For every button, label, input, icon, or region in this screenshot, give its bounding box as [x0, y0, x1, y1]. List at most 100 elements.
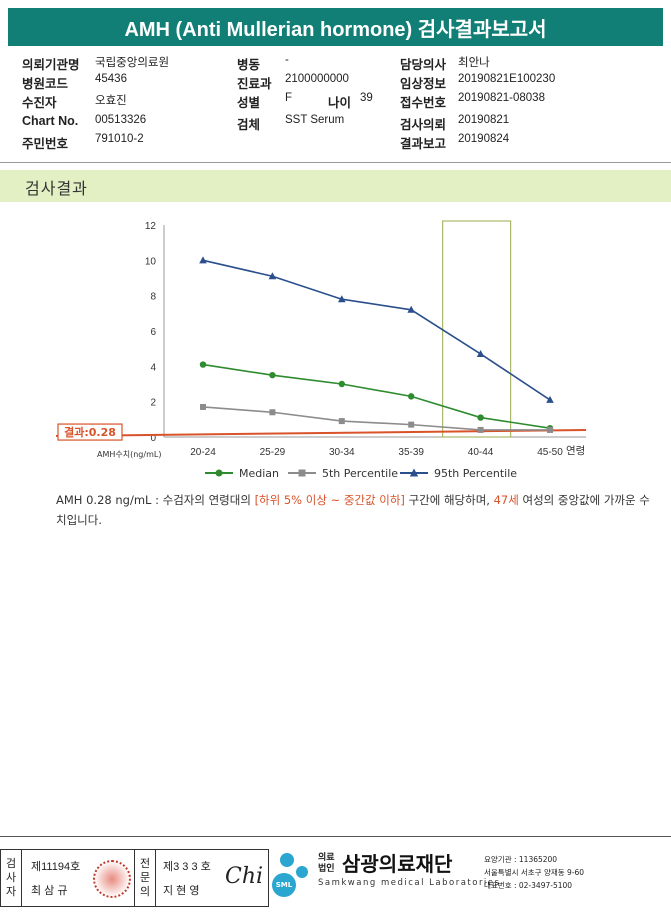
specialist-name: 지 현 영: [163, 885, 200, 897]
info-label: 진료과: [237, 77, 272, 91]
info-label: 성별: [237, 96, 261, 110]
data-point: [199, 256, 207, 264]
inspector-signature-box: 검 사 자 제11194호 최 삼 규: [0, 849, 147, 907]
y-tick-label: 12: [145, 221, 157, 232]
result-label: 결과:0.28: [64, 425, 116, 439]
result-label-box: [57, 423, 123, 441]
summary-age: 47세: [493, 493, 519, 507]
y-tick-label: 8: [150, 292, 156, 303]
x-tick-label: 20-24: [190, 447, 216, 458]
info-label: 접수번호: [400, 96, 447, 110]
vlabel-char: 사: [5, 871, 17, 884]
y-tick-label: 2: [150, 398, 156, 409]
logo-icon: [280, 853, 294, 867]
data-point: [408, 421, 415, 428]
series-line-2: [202, 259, 551, 401]
legend-label: 5th Percentile: [322, 467, 398, 480]
vlabel-char: 의: [139, 885, 151, 898]
data-point: [338, 380, 345, 388]
data-point: [477, 426, 484, 433]
highlight-box: [442, 220, 512, 438]
info-label: 결과보고: [400, 137, 447, 151]
logo-icon: [296, 866, 308, 878]
data-point: [269, 409, 276, 416]
info-label: 수진자: [22, 96, 57, 110]
summary-range: [하위 5% 이상 ~ 중간값 이하]: [254, 493, 405, 507]
data-point: [476, 349, 485, 357]
info-label: 검사의뢰: [400, 118, 447, 132]
info-label: 담당의사: [400, 58, 447, 72]
lab-contact: 요양기관 : 11365200 서울특별시 서초구 양재동 9-60 대표번호 …: [484, 853, 584, 892]
inspector-name: 최 삼 규: [31, 885, 68, 897]
data-point: [547, 426, 553, 433]
info-label: 검체: [237, 118, 261, 132]
lab-line: 서울특별시 서초구 양재동 9-60: [484, 868, 585, 877]
handwritten-signature: Chi: [225, 864, 264, 889]
legend-marker: [215, 469, 223, 477]
y-tick-label: 0: [150, 433, 156, 444]
summary-prefix: AMH 0.28 ng/mL : 수검자의 연령대의: [56, 493, 255, 507]
inspector-vertical-label: 검 사 자: [1, 850, 22, 906]
info-label: 나이: [328, 96, 352, 110]
data-point: [338, 295, 346, 303]
info-value: -: [285, 54, 289, 66]
info-value: 39: [360, 92, 373, 104]
vlabel-char: 자: [5, 885, 17, 898]
brand-english: Samkwang medical Laboratories: [318, 878, 501, 888]
data-point: [407, 305, 415, 313]
specialist-license: 제3 3 3 호: [163, 861, 211, 873]
brand-name: 삼광의료재단: [342, 852, 453, 876]
legend-marker: [409, 468, 419, 477]
info-value: SST Serum: [285, 114, 345, 126]
series-line-1: [202, 406, 550, 431]
seal-stamp: [93, 860, 131, 898]
data-point: [477, 414, 484, 421]
lab-line: 대표번호 : 02-3497-5100: [484, 881, 573, 890]
vlabel-char: 문: [139, 871, 151, 884]
lab-line: 요양기관 : 11365200: [484, 855, 558, 864]
info-label: 의뢰기관명: [22, 58, 80, 72]
x-tick-label: 35-39: [398, 447, 424, 458]
summary-middle: 구간에 해당하며,: [404, 493, 494, 507]
info-value: 국립중앙의료원: [95, 57, 170, 69]
y-tick-label: 10: [145, 256, 157, 267]
info-value: 20190821-08038: [458, 92, 545, 104]
info-label: 병동: [237, 58, 261, 72]
vlabel-char: 전: [139, 857, 151, 870]
inspector-license: 제11194호: [31, 861, 81, 873]
amh-chart: 0 2 4 6 8 10 12 20-24 25-29 30-34 35-39 40-44 45-50 연…: [55, 220, 587, 480]
vlabel-char: 검: [5, 857, 17, 870]
data-point: [546, 395, 554, 403]
y-tick-label: 4: [150, 362, 156, 373]
data-point: [338, 418, 345, 425]
x-tick-label: 30-34: [329, 447, 355, 458]
legend-marker: [298, 469, 306, 477]
result-summary: AMH 0.28 ng/mL : 수검자의 연령대의 [하위 5% 이상 ~ 중…: [56, 490, 656, 530]
x-tick-label: 25-29: [260, 447, 286, 458]
legend-label: 95th Percentile: [434, 467, 517, 480]
brand-prefix: 의료법인: [318, 853, 335, 874]
patient-info: 의뢰기관명 국립중앙의료원 병동 - 담당의사 최안나 병원코드 45436 진…: [22, 54, 662, 154]
info-value: F: [285, 92, 293, 104]
specialist-signature-box: 전 문 의 제3 3 3 호 지 현 영 Chi: [134, 849, 269, 907]
info-value: 20190821E100230: [458, 73, 556, 85]
data-point: [268, 272, 277, 280]
report-title: AMH (Anti Mullerian hormone) 검사결과보고서: [8, 8, 663, 46]
data-point: [199, 361, 207, 368]
data-point: [408, 393, 415, 400]
result-line: [55, 429, 587, 438]
info-value: 45436: [95, 73, 127, 85]
info-label: 병원코드: [22, 77, 69, 91]
summary-suffix: 여성의 중앙값에 가까운 수치입니다.: [56, 493, 650, 527]
info-value: 00513326: [95, 114, 147, 126]
series-line-0: [202, 363, 551, 429]
section-header: 검사결과: [0, 170, 671, 202]
section-title: 검사결과: [25, 179, 88, 198]
sml-logo-icon: SML: [272, 873, 296, 897]
info-label: Chart No.: [22, 114, 79, 128]
info-value: 오효진: [95, 95, 127, 107]
info-value: 최안나: [458, 57, 490, 69]
x-axis-label: 연령: [566, 445, 585, 457]
y-tick-label: 6: [150, 327, 156, 338]
info-value: 791010-2: [95, 133, 144, 145]
